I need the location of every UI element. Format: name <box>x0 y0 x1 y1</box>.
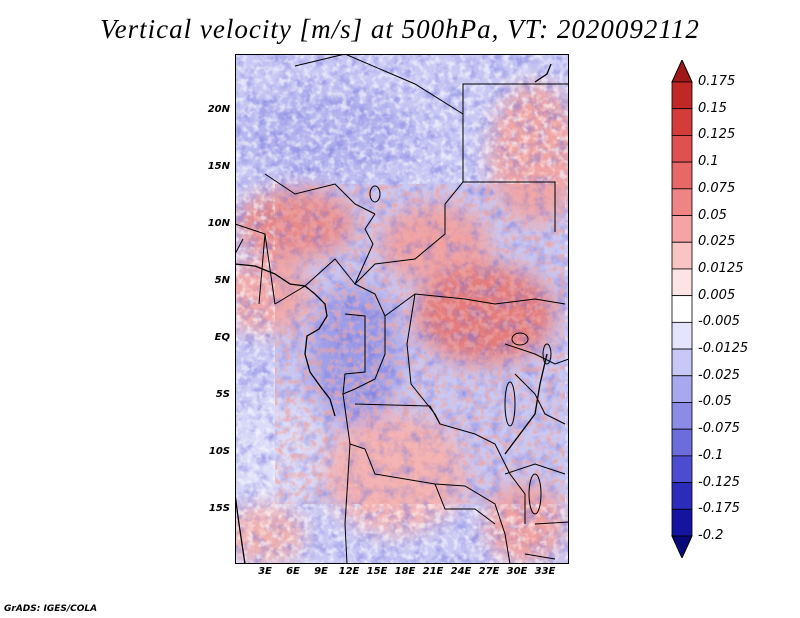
colorbar-segment <box>671 295 693 323</box>
lat-label: 15N <box>207 161 230 172</box>
lon-label: 15E <box>366 566 388 577</box>
colorbar-tick-label: -0.1 <box>698 447 724 463</box>
colorbar-segment <box>671 428 693 457</box>
colorbar-tick-label: -0.05 <box>698 394 732 410</box>
colorbar-segment <box>671 188 693 216</box>
lon-label: 21E <box>422 566 444 577</box>
vertical-velocity-map <box>235 54 569 564</box>
coastline <box>235 63 552 564</box>
colorbar-segment <box>671 482 693 510</box>
country-borders <box>235 54 569 564</box>
colorbar-tick-label: 0.1 <box>698 154 719 170</box>
lon-label: 30E <box>506 566 528 577</box>
colorbar-tick-label: -0.025 <box>698 367 740 383</box>
colorbar-top-arrow <box>671 60 693 83</box>
colorbar-tick-label: 0.075 <box>698 180 736 196</box>
colorbar-tick-label: 0.0125 <box>698 260 744 276</box>
lat-label: 5S <box>215 389 230 400</box>
colorbar <box>671 60 693 558</box>
lat-label: 20N <box>207 104 230 115</box>
map-frame <box>235 54 569 564</box>
lat-label: 10N <box>207 218 230 229</box>
colorbar-tick-label: 0.15 <box>698 100 727 116</box>
chart-title: Vertical velocity [m/s] at 500hPa, VT: 2… <box>100 14 700 44</box>
colorbar-segment <box>671 241 693 270</box>
lon-label: 9E <box>314 566 328 577</box>
lon-label: 18E <box>394 566 416 577</box>
colorbar-bottom-arrow <box>671 535 693 558</box>
lon-label: 6E <box>286 566 300 577</box>
colorbar-segment <box>671 135 693 163</box>
colorbar-tick-label: 0.005 <box>698 287 736 303</box>
colorbar-segment <box>671 268 693 297</box>
colorbar-segment <box>671 375 693 403</box>
grads-credit: GrADS: IGES/COLA <box>4 604 98 614</box>
colorbar-tick-label: 0.05 <box>698 207 727 223</box>
colorbar-segment <box>671 161 693 190</box>
colorbar-tick-label: -0.125 <box>698 474 740 490</box>
lat-label: EQ <box>214 332 230 343</box>
lakes <box>369 185 552 515</box>
colorbar-tick-label: -0.005 <box>698 314 740 330</box>
colorbar-segment <box>671 508 693 537</box>
colorbar-segment <box>671 321 693 350</box>
colorbar-segment <box>671 402 693 430</box>
colorbar-tick-label: -0.075 <box>698 421 740 437</box>
colorbar-tick-label: -0.175 <box>698 501 740 517</box>
colorbar-segment <box>671 81 693 110</box>
lon-label: 3E <box>258 566 272 577</box>
colorbar-segment <box>671 455 693 483</box>
velocity-field <box>235 54 569 564</box>
colorbar-segment <box>671 215 693 243</box>
colorbar-tick-label: 0.125 <box>698 127 736 143</box>
lon-label: 24E <box>450 566 472 577</box>
colorbar-tick-label: -0.2 <box>698 528 724 543</box>
colorbar-segment <box>671 108 693 136</box>
colorbar-tick-label: -0.0125 <box>698 341 749 357</box>
lat-label: 10S <box>208 446 230 457</box>
lat-label: 5N <box>214 275 230 286</box>
lon-label: 33E <box>534 566 556 577</box>
colorbar-tick-label: 0.025 <box>698 234 736 250</box>
colorbar-tick-label: 0.175 <box>698 74 736 89</box>
lon-label: 12E <box>338 566 360 577</box>
lon-label: 27E <box>478 566 500 577</box>
colorbar-segment <box>671 348 693 377</box>
lat-label: 15S <box>208 503 230 514</box>
